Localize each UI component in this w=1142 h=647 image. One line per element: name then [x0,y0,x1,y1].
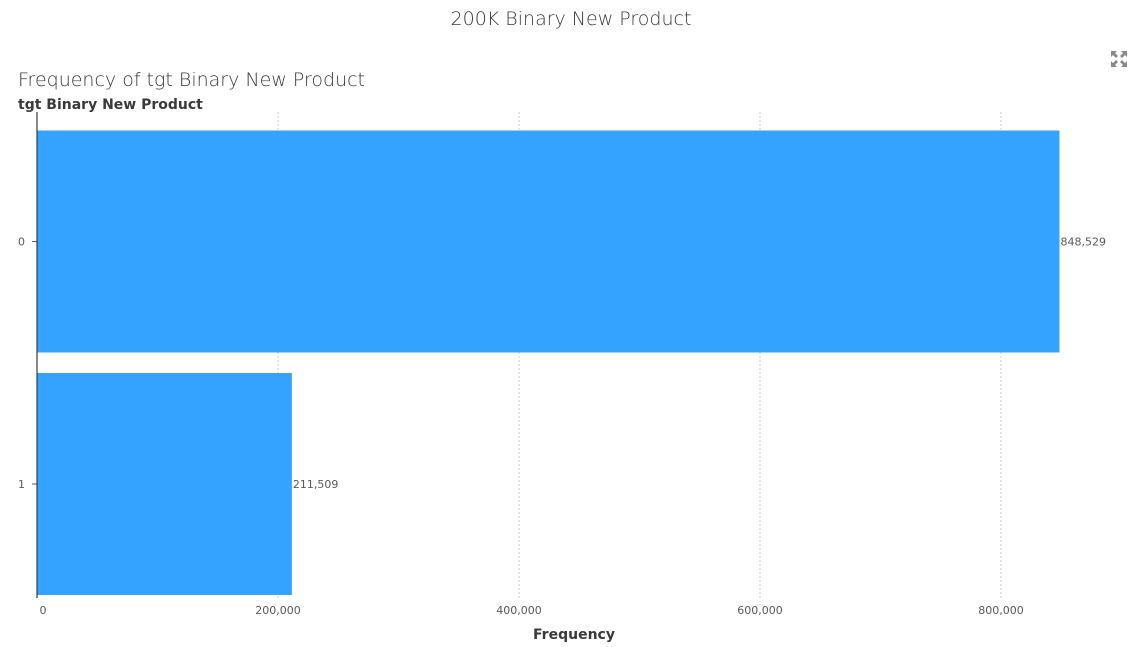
data-label: 848,529 [1060,236,1106,249]
page-title: 200K Binary New Product [450,8,692,30]
x-tick-label: 800,000 [978,604,1024,617]
maximize-button[interactable] [1110,50,1128,68]
maximize-icon [1111,51,1127,67]
y-tick-label: 0 [18,236,25,249]
x-tick-label: 200,000 [255,604,301,617]
x-tick-label: 0 [40,604,47,617]
x-axis-title: Frequency [533,627,615,643]
y-tick-label: 1 [18,478,25,491]
chart-title: Frequency of tgt Binary New Product [18,69,366,91]
y-axis-title: tgt Binary New Product [18,97,203,113]
x-tick-label: 400,000 [496,604,542,617]
bar-1 [37,373,292,595]
data-label: 211,509 [293,478,339,491]
x-tick-label: 600,000 [737,604,783,617]
bar-0 [37,130,1060,353]
